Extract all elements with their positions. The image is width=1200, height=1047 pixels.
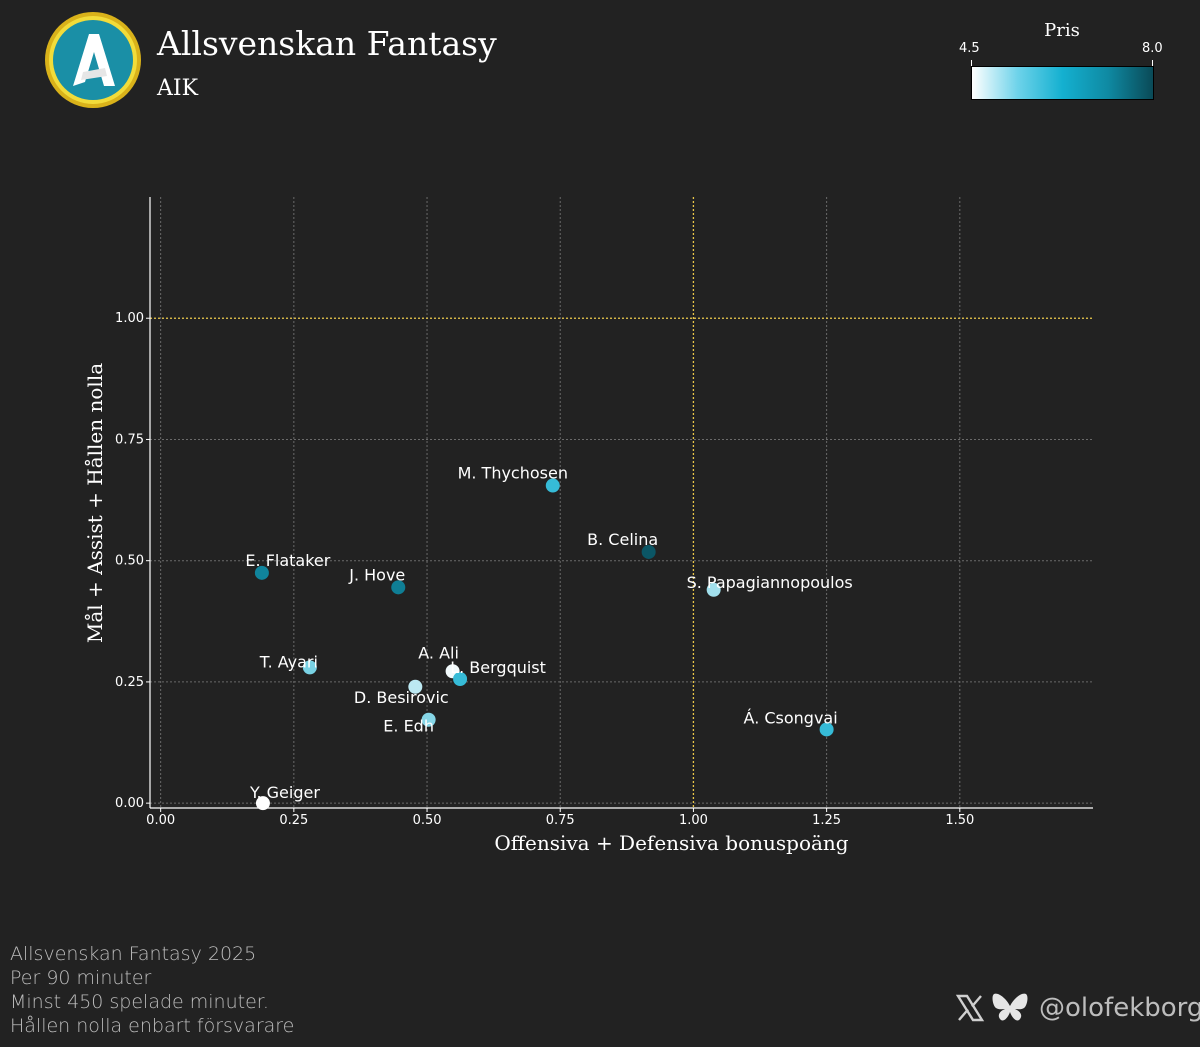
footer-notes: Allsvenskan Fantasy 2025 Per 90 minuter … <box>10 942 294 1038</box>
y-tick-label: 0.25 <box>115 675 144 690</box>
data-point <box>391 580 406 595</box>
colorbar-max-label: 8.0 <box>1142 41 1163 56</box>
data-point <box>421 712 436 727</box>
footer-line: Minst 450 spelade minuter. <box>10 991 269 1013</box>
data-point-label: Y. Geiger <box>249 783 320 802</box>
x-tick-label: 0.25 <box>279 813 308 828</box>
data-point <box>819 722 834 737</box>
y-tick-label: 1.00 <box>115 311 144 326</box>
data-point-label: B. Celina <box>587 530 658 549</box>
team-name: AIK <box>157 76 199 101</box>
page-title: Allsvenskan Fantasy <box>157 24 497 63</box>
x-tick-label: 1.50 <box>945 813 974 828</box>
y-tick-label: 0.00 <box>115 796 144 811</box>
data-point <box>706 582 721 597</box>
x-tick-label: 1.00 <box>679 813 708 828</box>
data-point <box>408 679 423 694</box>
allsvenskan-logo <box>43 10 143 110</box>
data-point <box>302 660 317 675</box>
data-point-label: Á. Csongvai <box>744 708 838 727</box>
colorbar <box>971 66 1154 100</box>
footer-line: Per 90 minuter <box>10 967 152 989</box>
y-axis-label: Mål + Assist + Hållen nolla <box>83 363 107 643</box>
footer-line: Allsvenskan Fantasy 2025 <box>10 943 257 965</box>
x-logo-icon <box>955 994 985 1022</box>
x-tick-label: 0.75 <box>546 813 575 828</box>
colorbar-tick-min <box>971 60 972 66</box>
data-point <box>545 478 560 493</box>
y-tick-label: 0.75 <box>115 432 144 447</box>
data-point <box>453 672 468 687</box>
social-handle: @olofekborg <box>955 992 1200 1024</box>
data-point-label: E. Edh <box>383 717 434 736</box>
x-tick-label: 1.25 <box>812 813 841 828</box>
social-handle-text: @olofekborg <box>1039 993 1200 1023</box>
data-point-label: J. Hove <box>348 565 405 584</box>
data-point <box>255 796 270 811</box>
data-point <box>254 565 269 580</box>
data-point-label: M. Thychosen <box>458 464 568 483</box>
y-tick-label: 0.50 <box>115 554 144 569</box>
data-point-label: L. Bergquist <box>450 658 546 677</box>
data-point-label: A. Ali <box>418 643 459 662</box>
bluesky-butterfly-icon <box>992 993 1028 1021</box>
data-point <box>641 544 656 559</box>
colorbar-title: Pris <box>1044 20 1080 41</box>
data-point-label: S. Papagiannopoulos <box>687 573 853 592</box>
colorbar-tick-max <box>1152 60 1153 66</box>
data-point-label: E. Flataker <box>245 551 330 570</box>
data-point-label: D. Besirovic <box>354 688 449 707</box>
data-point-label: T. Ayari <box>259 652 318 671</box>
footer-line: Hållen nolla enbart försvarare <box>10 1015 295 1037</box>
colorbar-min-label: 4.5 <box>959 41 980 56</box>
x-tick-label: 0.50 <box>413 813 442 828</box>
x-tick-label: 0.00 <box>146 813 175 828</box>
x-axis-label: Offensiva + Defensiva bonuspoäng <box>494 831 848 855</box>
